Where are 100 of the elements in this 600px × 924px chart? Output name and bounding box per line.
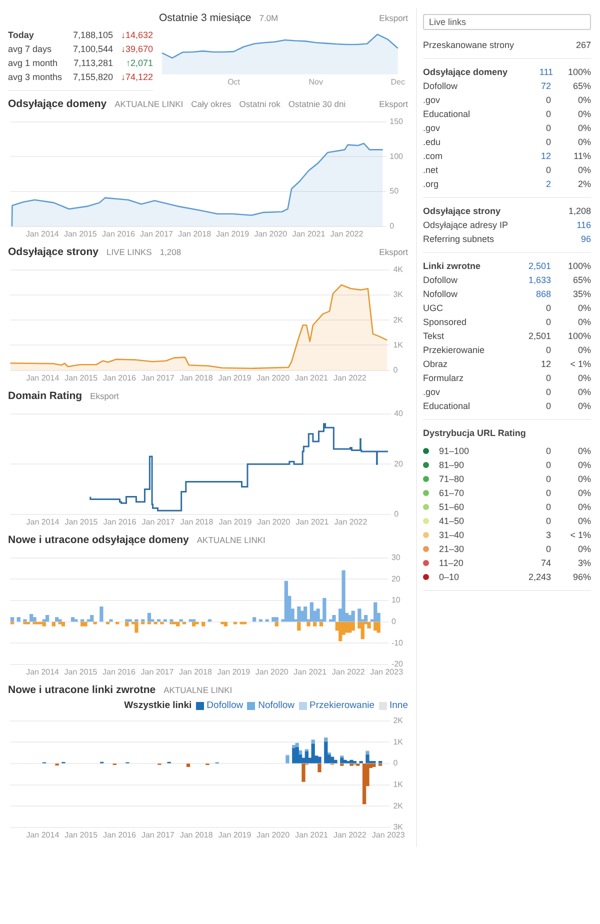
data-label: 116 <box>576 220 591 230</box>
x-tick-label: Jan 2017 <box>140 667 174 676</box>
category-label: Obraz <box>423 359 449 369</box>
category-label: avg 7 days <box>8 44 53 54</box>
category-label: Today <box>8 30 35 40</box>
category-label: avg 3 months <box>8 72 64 82</box>
data-label: 0 <box>544 303 551 313</box>
x-tick-label: Jan 2020 <box>257 517 291 526</box>
data-label: 0% <box>576 123 591 133</box>
y-tick-label: 3K <box>393 822 404 832</box>
data-label: 7,155,820 <box>72 72 113 82</box>
x-tick-label: Jan 2016 <box>103 373 136 382</box>
data-label: 0% <box>576 109 591 119</box>
data-label: 0% <box>576 137 591 147</box>
chart-title: Domain Rating <box>8 390 82 402</box>
x-tick-label: Jan 2017 <box>142 517 176 526</box>
x-tick-label: Jan 2021 <box>294 667 328 676</box>
data-label: 2,501 <box>527 331 551 341</box>
text: Cały okres <box>191 99 232 109</box>
x-tick-label: Jan 2018 <box>180 830 214 840</box>
legend-label: Przekierowanie <box>310 700 374 711</box>
category-label: Nofollow <box>423 289 459 299</box>
x-tick-label: Jan 2014 <box>26 229 60 238</box>
x-tick-label: Jan 2017 <box>141 830 175 840</box>
chart-title: Nowe i utracone odsyłające domeny <box>8 534 189 546</box>
x-tick-label: Jan 2014 <box>26 667 60 676</box>
text: 1,208 <box>160 247 182 257</box>
data-label: 0 <box>544 165 551 175</box>
data-label: 0 <box>544 488 551 498</box>
data-label: 0 <box>544 401 551 411</box>
x-tick-label: Jan 2019 <box>216 229 250 238</box>
x-tick-label: Jan 2022 <box>330 229 364 238</box>
data-label: 1,208 <box>567 206 591 216</box>
legend-title: Wszystkie linki <box>124 700 192 711</box>
x-tick-label: Jan 2021 <box>295 373 329 382</box>
data-label: 111 <box>538 67 554 77</box>
category-label: .gov <box>423 387 442 397</box>
data-label: 100% <box>566 261 591 271</box>
category-label: 21–30 <box>439 544 466 554</box>
category-label: 61–70 <box>439 488 466 498</box>
x-tick-label: Jan 2022 <box>333 373 367 382</box>
y-tick-label: 150 <box>390 117 404 126</box>
category-label: 31–40 <box>439 530 466 540</box>
data-label: 0 <box>544 109 551 119</box>
text: Dystrybucja URL Rating <box>423 428 527 438</box>
y-tick-label: 4K <box>393 265 404 274</box>
y-tick-label: -20 <box>391 660 404 669</box>
category-label: .edu <box>423 137 442 147</box>
data-label: 2,501 <box>527 261 551 271</box>
category-label: 71–80 <box>439 474 466 484</box>
chart-title: Nowe i utracone linki zwrotne <box>8 684 156 696</box>
category-label: 81–90 <box>439 460 466 470</box>
x-tick-label: Jan 2015 <box>64 373 98 382</box>
data-label: 0 <box>544 373 551 383</box>
text: Ostatnie 30 dni <box>288 99 346 109</box>
data-label: < 1% <box>569 530 591 540</box>
y-tick-label: 10 <box>391 596 401 605</box>
x-tick-label: Jan 2019 <box>217 667 251 676</box>
data-label: 11% <box>572 151 591 161</box>
chart-title: Odsyłające strony <box>8 246 98 258</box>
data-label: 65% <box>572 81 591 91</box>
y-tick-label: 2K <box>393 716 404 726</box>
text: Eksport <box>379 99 408 109</box>
data-label: 267 <box>574 40 591 50</box>
data-label: 0% <box>576 474 591 484</box>
data-label: 65% <box>572 275 591 285</box>
x-tick-label: Dec <box>390 77 406 86</box>
x-tick-label: Jan 2014 <box>26 830 60 840</box>
category-label: Tekst <box>423 331 446 341</box>
data-label: 0 <box>544 460 551 470</box>
x-tick-label: Jan 2019 <box>218 830 252 840</box>
data-label: 0 <box>544 123 551 133</box>
data-label: 0% <box>576 303 591 313</box>
text: LIVE LINKS <box>106 247 152 257</box>
x-tick-label: Jan 2015 <box>64 229 98 238</box>
x-tick-label: Jan 2016 <box>103 830 136 840</box>
x-tick-label: Jan 2020 <box>254 229 288 238</box>
data-label: 2 <box>544 179 551 189</box>
data-label: 2,243 <box>527 572 551 582</box>
legend-label: Nofollow <box>258 700 295 711</box>
y-tick-label: 1K <box>393 340 404 350</box>
y-tick-label: 0 <box>390 222 395 231</box>
category-label: 0–10 <box>439 572 460 582</box>
data-label: 0 <box>544 387 551 397</box>
data-label: 0 <box>544 502 551 512</box>
data-label: 0% <box>576 387 591 397</box>
data-label: 7,100,544 <box>72 44 113 54</box>
data-label: 0% <box>576 95 591 105</box>
x-tick-label: Jan 2020 <box>255 667 289 676</box>
data-label: ↓39,670 <box>120 44 153 54</box>
data-label: 100% <box>566 67 591 77</box>
y-tick-label: 3K <box>393 290 404 300</box>
data-label: 74 <box>540 558 551 568</box>
data-label: 0 <box>544 516 551 526</box>
category-label: 11–20 <box>439 558 464 568</box>
text: Ostatni rok <box>239 99 280 109</box>
data-label: 0% <box>576 516 591 526</box>
data-label: 0 <box>544 474 551 484</box>
y-tick-label: 1K <box>393 780 404 789</box>
data-label: < 1% <box>569 359 591 369</box>
